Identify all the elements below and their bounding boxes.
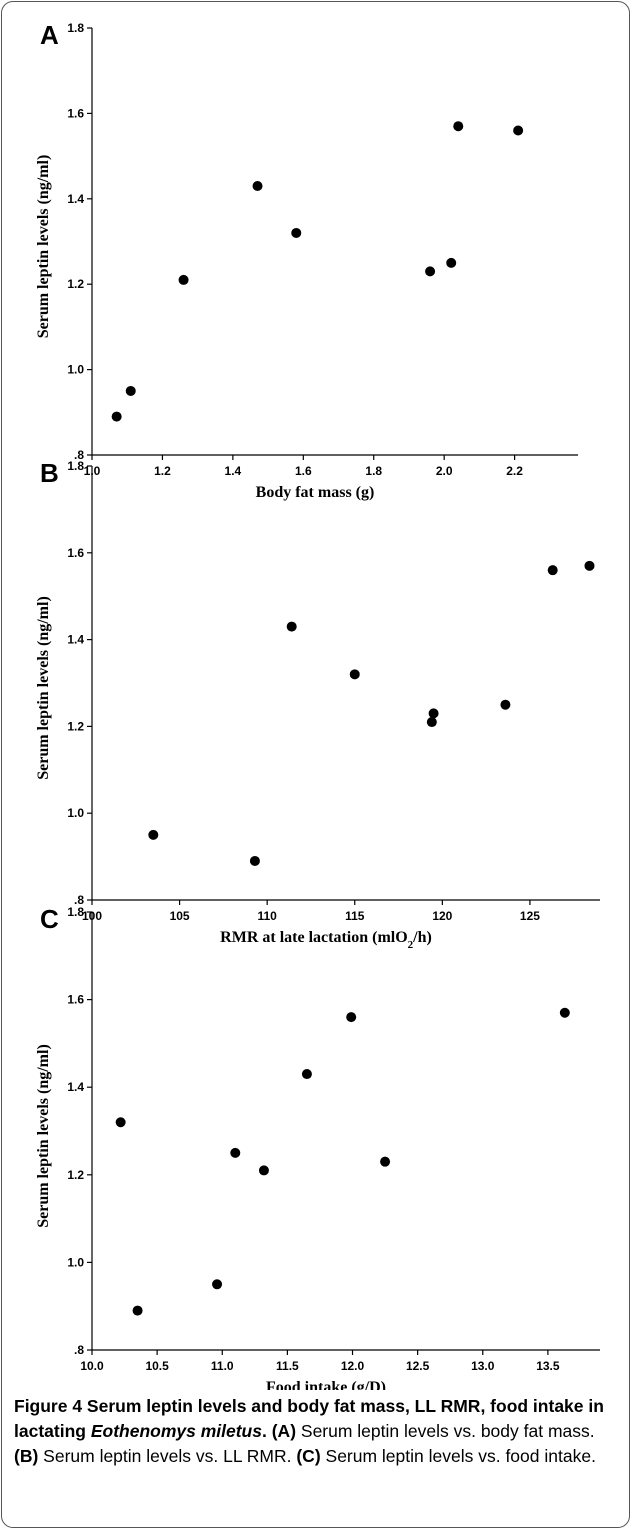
data-point-a xyxy=(178,274,189,285)
data-point-a xyxy=(425,266,436,277)
data-point-c xyxy=(301,1069,312,1080)
y-tick-label-a: 1.8 xyxy=(67,21,84,35)
y-tick-label-c: 1.6 xyxy=(67,993,84,1007)
data-point-c xyxy=(559,1007,570,1018)
y-tick-label-b: .8 xyxy=(74,893,84,907)
caption-text-a: Serum leptin levels vs. body fat mass. xyxy=(296,1421,595,1441)
x-tick-label-c: 13.0 xyxy=(471,1359,495,1373)
panel-letter-c: C xyxy=(40,904,59,934)
data-point-c xyxy=(346,1012,357,1023)
x-tick-label-a: 1.6 xyxy=(295,464,312,478)
data-point-a xyxy=(111,411,122,422)
x-tick-label-a: 1.8 xyxy=(365,464,382,478)
data-point-a xyxy=(252,180,263,191)
data-point-b xyxy=(249,855,260,866)
data-point-a xyxy=(291,227,302,238)
data-point-b xyxy=(500,699,511,710)
caption-label-b: (B) xyxy=(14,1446,39,1466)
data-point-a xyxy=(125,385,136,396)
data-point-b xyxy=(428,708,439,719)
y-tick-label-a: 1.2 xyxy=(67,277,84,291)
caption-title-text: Figure 4 Serum leptin levels and body fa… xyxy=(14,1396,604,1441)
caption-text-c: Serum leptin levels vs. food intake. xyxy=(320,1446,596,1466)
data-point-b xyxy=(426,717,437,728)
x-axis-title-b: RMR at late lactation (mlO2/h) xyxy=(220,929,432,951)
x-tick-label-b: 115 xyxy=(345,909,365,923)
y-tick-label-b: 1.4 xyxy=(67,633,84,647)
y-tick-label-b: 1.2 xyxy=(67,719,84,733)
x-tick-label-c: 10.0 xyxy=(80,1359,104,1373)
x-tick-label-c: 11.5 xyxy=(276,1359,299,1373)
y-tick-label-b: 1.0 xyxy=(67,806,84,820)
y-tick-label-c: 1.0 xyxy=(67,1255,84,1269)
x-tick-label-b: 125 xyxy=(520,909,540,923)
x-tick-label-b: 120 xyxy=(432,909,452,923)
x-tick-label-a: 2.2 xyxy=(506,464,523,478)
scatter-plots-figure: A .8 1.0 1.2 1.4 1.6 1.8 1.0 1.2 1.4 1.6 1.8 2.0 2.2 B… xyxy=(35,20,600,1390)
panel-letter-a: A xyxy=(40,20,59,50)
y-tick-label-b: 1.8 xyxy=(67,459,84,473)
figure-caption: Figure 4 Serum leptin levels and body fa… xyxy=(14,1394,619,1469)
data-point-c xyxy=(380,1156,391,1167)
y-tick-label-c: 1.2 xyxy=(67,1168,84,1182)
x-tick-label-c: 10.5 xyxy=(145,1359,169,1373)
x-axis-title-a: Body fat mass (g) xyxy=(256,484,375,501)
y-tick-label-a: 1.0 xyxy=(67,363,84,377)
data-point-c xyxy=(132,1305,143,1316)
y-tick-label-c: 1.8 xyxy=(67,905,84,919)
x-tick-label-b: 110 xyxy=(257,909,277,923)
data-point-c xyxy=(230,1147,241,1158)
data-point-c xyxy=(212,1279,223,1290)
y-tick-label-c: 1.4 xyxy=(67,1080,84,1094)
x-tick-label-c: 12.0 xyxy=(341,1359,365,1373)
data-point-c xyxy=(115,1117,126,1128)
data-point-b xyxy=(349,669,360,680)
y-tick-label-b: 1.6 xyxy=(67,546,84,560)
caption-species: Eothenomys miletus xyxy=(90,1421,262,1441)
x-tick-label-a: 2.0 xyxy=(436,464,453,478)
x-tick-label-a: 1.4 xyxy=(225,464,242,478)
x-tick-label-c: 12.5 xyxy=(406,1359,430,1373)
x-tick-label-c: 13.5 xyxy=(536,1359,560,1373)
x-tick-label-a: 1.2 xyxy=(154,464,171,478)
data-point-b xyxy=(584,560,595,571)
caption-title-end: . xyxy=(261,1421,267,1441)
x-tick-label-c: 11.0 xyxy=(211,1359,234,1373)
y-tick-label-a: .8 xyxy=(74,448,84,462)
y-tick-label-a: 1.6 xyxy=(67,106,84,120)
data-point-b xyxy=(148,829,159,840)
caption-text-b: Serum leptin levels vs. LL RMR. xyxy=(38,1446,297,1466)
data-point-b xyxy=(547,565,558,576)
x-tick-label-b: 105 xyxy=(170,909,190,923)
caption-label-a: (A) xyxy=(271,1421,297,1441)
y-axis-title-b: Serum leptin levels (ng/ml) xyxy=(35,596,52,780)
caption-label-c: (C) xyxy=(296,1446,321,1466)
y-tick-label-a: 1.4 xyxy=(67,192,84,206)
y-tick-label-c: .8 xyxy=(74,1343,84,1357)
caption-title: Figure 4 Serum leptin levels and body fa… xyxy=(14,1396,604,1441)
data-point-b xyxy=(286,621,297,632)
y-axis-title-a: Serum leptin levels (ng/ml) xyxy=(35,155,52,339)
panel-letter-b: B xyxy=(40,458,59,488)
data-point-a xyxy=(453,121,464,132)
data-point-c xyxy=(258,1165,269,1176)
y-axis-title-c: Serum leptin levels (ng/ml) xyxy=(35,1044,52,1228)
x-axis-title-c: Food intake (g/D) xyxy=(266,1379,386,1390)
data-point-a xyxy=(446,257,457,268)
data-point-a xyxy=(513,125,524,136)
